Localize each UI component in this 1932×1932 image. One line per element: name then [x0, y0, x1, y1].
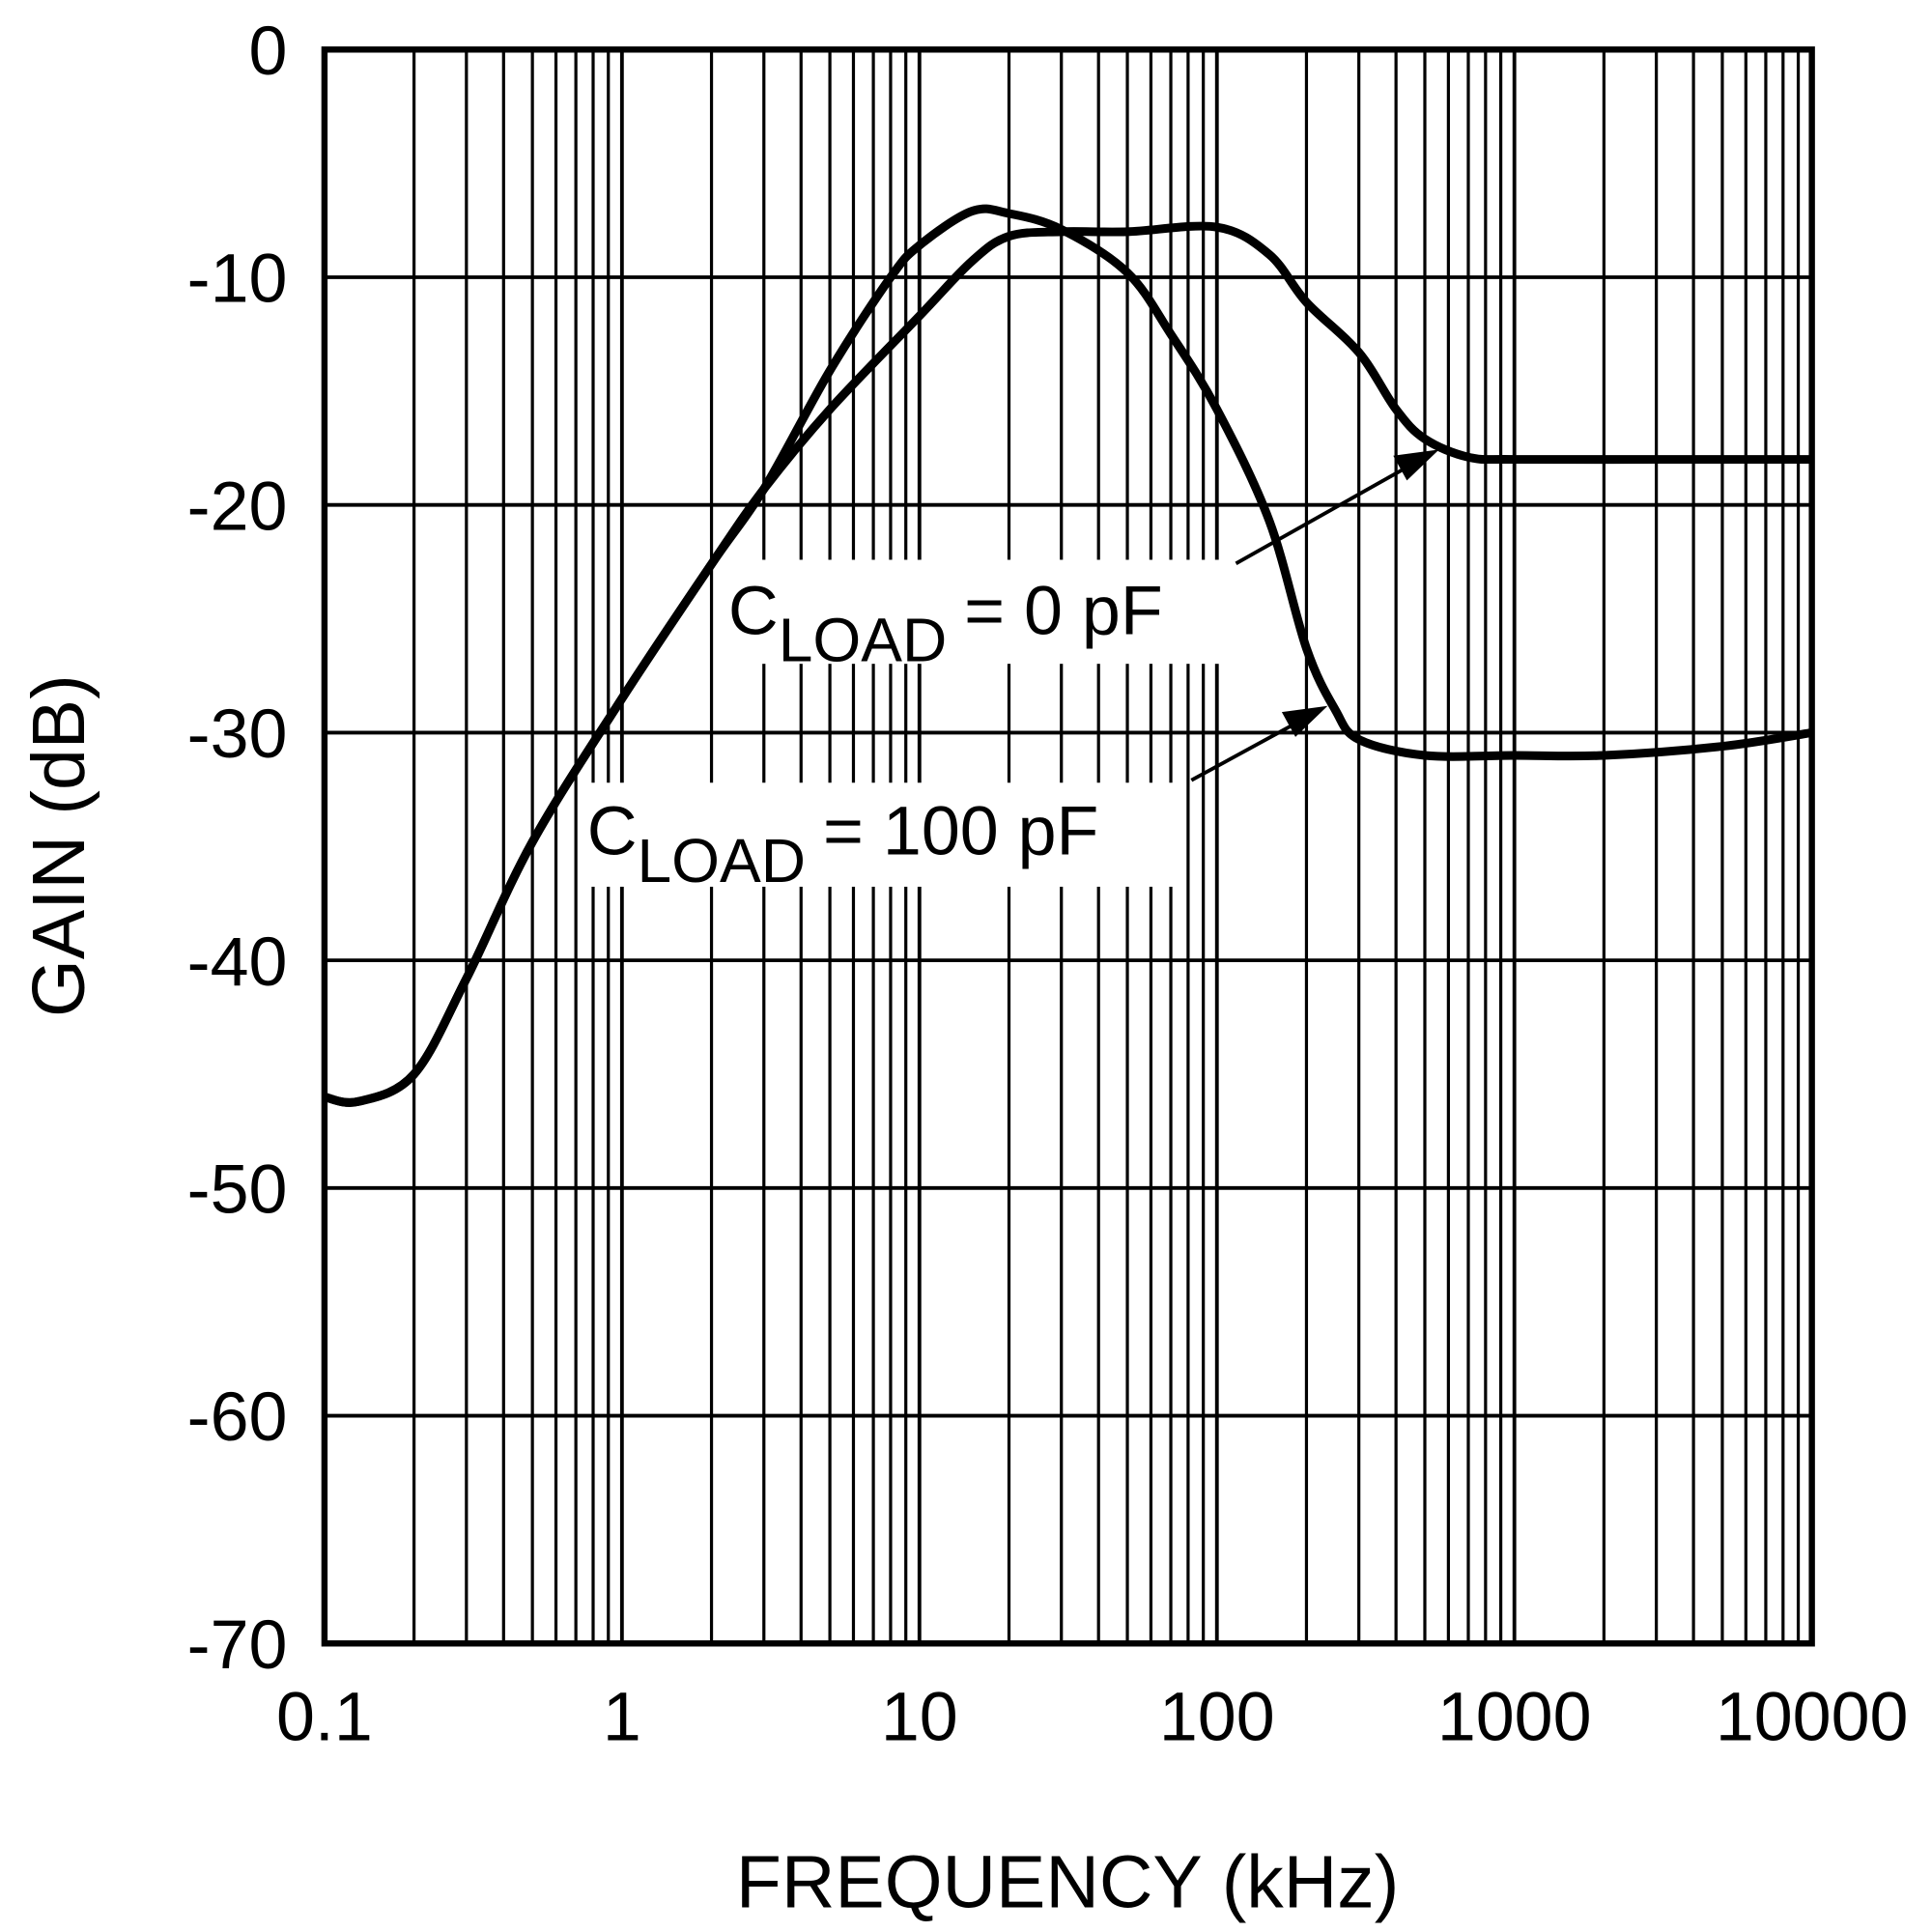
annotation-0pf-c: C	[728, 572, 779, 649]
plot-frame	[321, 46, 1815, 1647]
annotation-0pf: CLOAD = 0 pF	[721, 449, 1439, 675]
tick-labels: 0.1 1 10 100 1000 10000 0 -10 -20 -30 -40 -50 -60 -70	[187, 13, 1909, 1755]
y-tick-label: -30	[187, 696, 288, 773]
annotation-100pf-value: = 100 pF	[823, 793, 1098, 870]
x-tick-label: 0.1	[276, 1678, 373, 1755]
y-tick-label: 0	[249, 13, 288, 90]
annotation-100pf-sub: LOAD	[638, 826, 807, 895]
x-tick-label: 100	[1159, 1678, 1275, 1755]
y-axis-label: GAIN (dB)	[17, 674, 100, 1017]
svg-text:CLOAD= 0 pF: CLOAD = 0 pF	[728, 572, 1163, 674]
x-tick-label: 10000	[1716, 1678, 1909, 1755]
x-axis-label: FREQUENCY (kHz)	[736, 1840, 1400, 1923]
annotation-100pf-c: C	[587, 793, 638, 870]
arrowhead-100pf	[1281, 705, 1328, 737]
x-tick-label: 10	[881, 1678, 958, 1755]
series-line-1	[323, 204, 1813, 1107]
annotation-0pf-sub: LOAD	[779, 606, 948, 675]
arrowhead-0pf	[1393, 449, 1439, 481]
x-tick-label: 1	[603, 1678, 641, 1755]
annotation-0pf-value: = 0 pF	[964, 572, 1163, 649]
series-lines	[323, 204, 1813, 1107]
y-tick-label: -50	[187, 1151, 288, 1228]
series-line-0	[323, 221, 1812, 1107]
y-tick-label: -10	[187, 241, 288, 318]
y-tick-label: -70	[187, 1606, 288, 1684]
svg-text:CLOAD= 100 pF: CLOAD = 100 pF	[587, 793, 1099, 895]
y-tick-label: -60	[187, 1378, 288, 1456]
annotation-100pf: CLOAD = 100 pF	[582, 705, 1328, 895]
y-tick-label: -20	[187, 468, 288, 545]
x-tick-label: 1000	[1437, 1678, 1592, 1755]
y-tick-label: -40	[187, 923, 288, 1001]
